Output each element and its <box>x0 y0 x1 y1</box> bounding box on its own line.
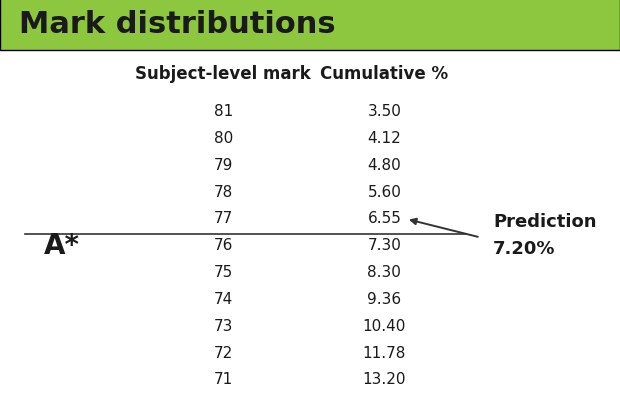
Text: A*: A* <box>44 232 80 260</box>
Text: Cumulative %: Cumulative % <box>321 65 448 83</box>
Text: Mark distributions: Mark distributions <box>19 10 335 39</box>
Text: 10.40: 10.40 <box>363 319 406 334</box>
Text: 5.60: 5.60 <box>368 185 401 199</box>
Text: 72: 72 <box>213 346 233 361</box>
Text: 7.30: 7.30 <box>368 238 401 253</box>
Text: 73: 73 <box>213 319 233 334</box>
Text: 3.50: 3.50 <box>368 104 401 119</box>
Text: 9.36: 9.36 <box>367 292 402 307</box>
Text: 71: 71 <box>213 373 233 387</box>
Text: Prediction: Prediction <box>493 213 596 231</box>
Text: 7.20%: 7.20% <box>493 240 556 258</box>
Text: Subject-level mark: Subject-level mark <box>135 65 311 83</box>
Text: 75: 75 <box>213 265 233 280</box>
Text: 79: 79 <box>213 158 233 173</box>
Text: 8.30: 8.30 <box>368 265 401 280</box>
Text: 80: 80 <box>213 131 233 146</box>
Text: 77: 77 <box>213 211 233 226</box>
Text: 13.20: 13.20 <box>363 373 406 387</box>
Text: 4.80: 4.80 <box>368 158 401 173</box>
FancyBboxPatch shape <box>0 0 620 50</box>
Text: 81: 81 <box>213 104 233 119</box>
Text: 6.55: 6.55 <box>368 211 401 226</box>
Text: 76: 76 <box>213 238 233 253</box>
Text: 4.12: 4.12 <box>368 131 401 146</box>
Text: 74: 74 <box>213 292 233 307</box>
Text: 11.78: 11.78 <box>363 346 406 361</box>
Text: 78: 78 <box>213 185 233 199</box>
